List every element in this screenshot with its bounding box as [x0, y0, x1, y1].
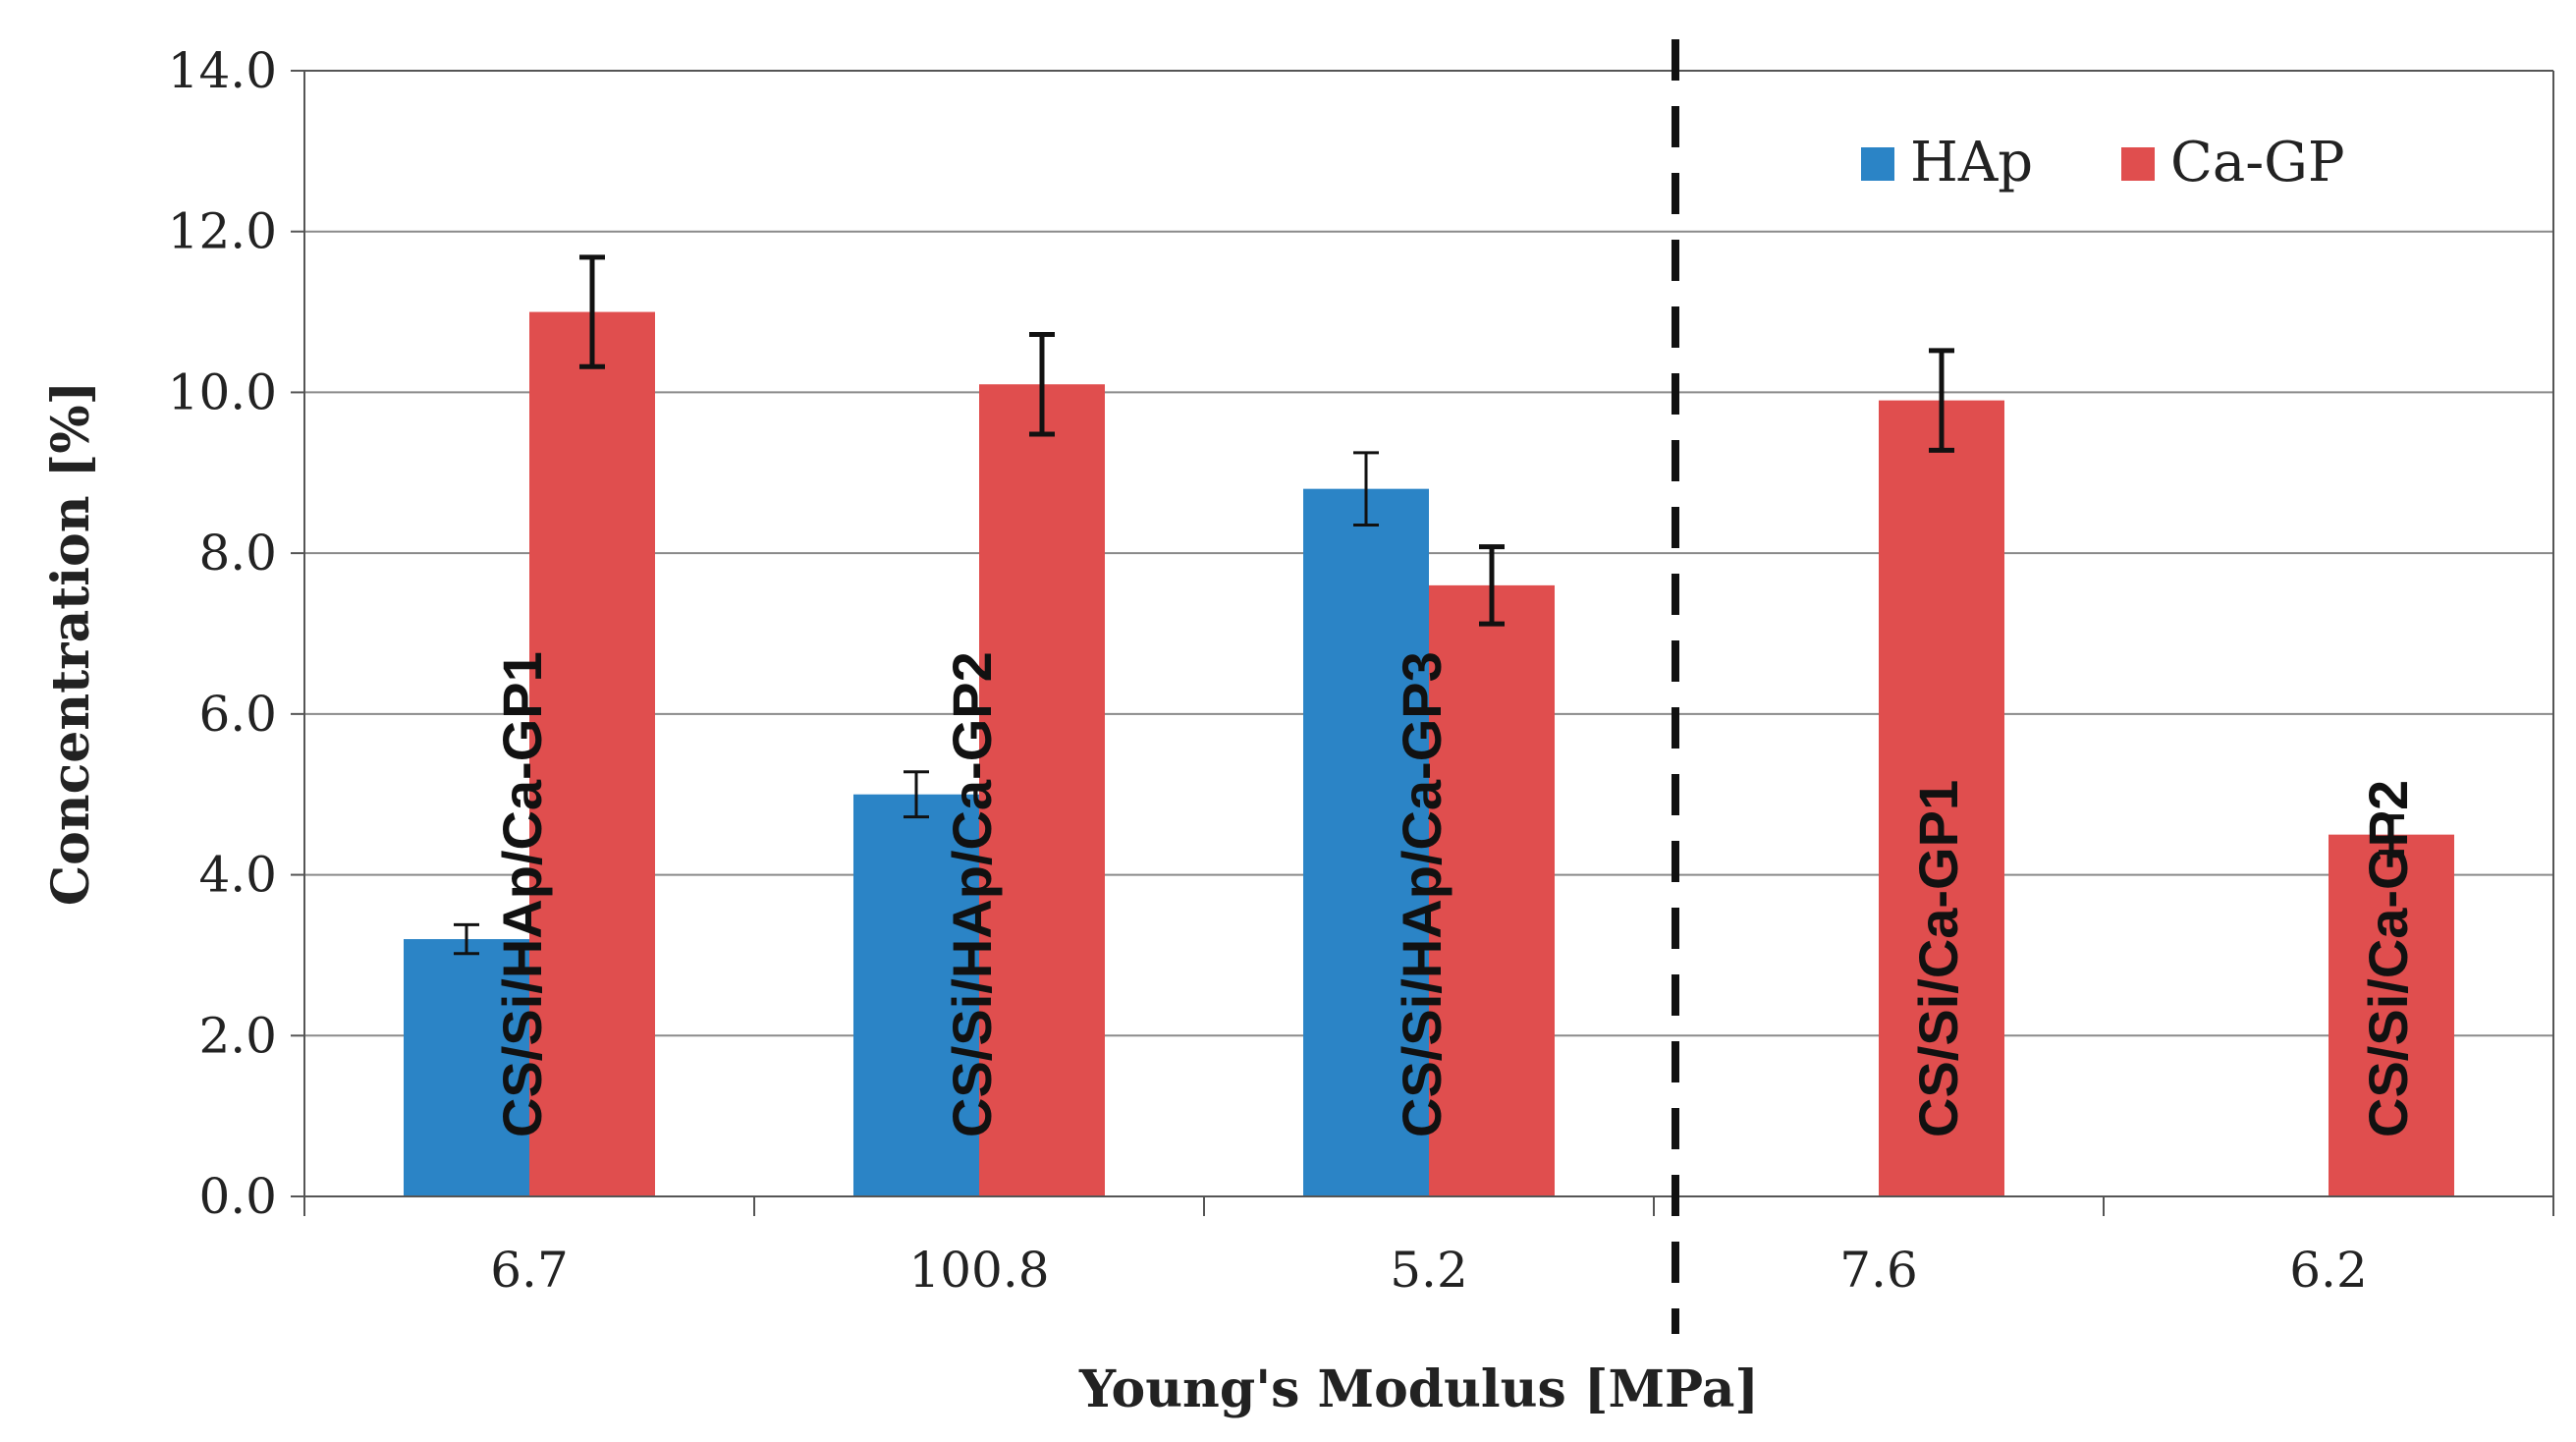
y-tick-label: 0.0	[198, 1168, 277, 1225]
y-tick-label: 4.0	[198, 847, 277, 904]
legend-swatch-ca-gp	[2121, 147, 2155, 181]
bar-label: CS/Si/Ca-GP1	[1907, 780, 1969, 1137]
legend: HAp Ca-GP	[1861, 131, 2345, 194]
bar-label: CS/Si/Ca-GP2	[2357, 780, 2419, 1137]
x-axis-title: Young's Modulus [MPa]	[1078, 1359, 1759, 1419]
y-tick-label: 8.0	[198, 525, 277, 582]
y-tick-label: 12.0	[168, 203, 277, 260]
bar-ca-gp	[1879, 400, 2004, 1197]
bar-label: CS/Si/HAp/Ca-GP1	[491, 651, 553, 1137]
bar-hap	[853, 794, 979, 1196]
bar-ca-gp	[2329, 834, 2454, 1196]
y-tick-label: 10.0	[168, 363, 277, 420]
bar-hap	[404, 939, 529, 1196]
bars	[404, 311, 2454, 1197]
bar-label: CS/Si/HAp/Ca-GP2	[941, 651, 1003, 1137]
bar-label: CS/Si/HAp/Ca-GP3	[1391, 651, 1452, 1137]
y-tick-label: 6.0	[198, 686, 277, 743]
y-tick-label: 14.0	[168, 42, 277, 99]
x-tick-label: 6.7	[490, 1242, 569, 1299]
x-tick-label: 100.8	[908, 1242, 1049, 1299]
bar-ca-gp	[979, 384, 1105, 1196]
y-tick-label: 2.0	[198, 1007, 277, 1064]
x-tick-label: 7.6	[1839, 1242, 1918, 1299]
axes: 0.0 2.0 4.0 6.0 8.0 10.0 12.0 14.0 6.7 100.8 5.2 7.…	[168, 39, 2554, 1334]
bar-ca-gp	[529, 311, 655, 1197]
legend-label: HAp	[1910, 131, 2033, 194]
bar-hap	[1303, 488, 1429, 1197]
bar-ca-gp	[1429, 584, 1555, 1196]
x-tick-label: 5.2	[1390, 1242, 1468, 1299]
x-tick-label: 6.2	[2289, 1242, 2368, 1299]
bar-labels: CS/Si/HAp/Ca-GP1 CS/Si/HAp/Ca-GP2 CS/Si/HA…	[491, 651, 2419, 1137]
legend-swatch-hap	[1861, 147, 1894, 181]
error-bars	[454, 254, 2404, 956]
y-axis-title: Concentration [%]	[41, 381, 101, 907]
legend-label: Ca-GP	[2170, 131, 2345, 194]
